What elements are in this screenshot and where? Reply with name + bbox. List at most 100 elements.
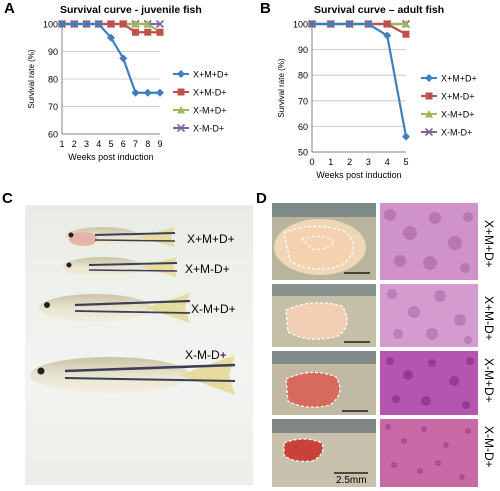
he-histology-4 bbox=[380, 419, 478, 487]
fish-label-4: X-M-D+ bbox=[185, 348, 227, 362]
he-histology-3 bbox=[380, 351, 478, 415]
chart-a-legend-label-0: X+M+D+ bbox=[193, 70, 229, 80]
fish-closeup-2 bbox=[272, 284, 376, 347]
chart-b-legend-marker-0 bbox=[425, 74, 433, 82]
chart-b-legend-label-0: X+M+D+ bbox=[441, 74, 477, 84]
chart-b-legend-marker-3 bbox=[424, 127, 434, 137]
chart-a-point-0-1 bbox=[70, 20, 79, 28]
chart-a-xtick-6: 7 bbox=[133, 139, 138, 149]
chart-a-point-0-2 bbox=[82, 20, 91, 28]
chart-a-point-0-3 bbox=[94, 20, 103, 28]
fish-label-3: X-M+D+ bbox=[191, 302, 236, 316]
fish-photo-panel: X+M+D+ X+M-D+ X-M+D+ X-M-D+ bbox=[25, 205, 253, 485]
chart-a-point-1-7 bbox=[144, 28, 152, 36]
chart-b-legend-marker-1 bbox=[425, 92, 433, 100]
chart-a-legend-marker-1 bbox=[177, 88, 185, 96]
chart-b-series-line-0 bbox=[312, 22, 408, 137]
chart-a-point-3-8 bbox=[155, 19, 165, 29]
chart-b-ytick-2: 70 bbox=[298, 96, 308, 106]
chart-title-a: Survival curve - juvenile fish bbox=[60, 4, 202, 16]
chart-b-xlabel: Weeks post induction bbox=[316, 170, 401, 180]
chart-a-xtick-2: 3 bbox=[84, 139, 89, 149]
chart-b-ytick-0: 50 bbox=[298, 148, 308, 158]
chart-title-b: Survival curve – adult fish bbox=[314, 4, 445, 16]
chart-a-point-0-5 bbox=[119, 54, 128, 63]
chart-a-legend-label-3: X-M-D+ bbox=[193, 124, 224, 134]
chart-a-ytick-2: 80 bbox=[48, 75, 58, 85]
panel-letter-d: D bbox=[256, 190, 267, 207]
chart-a-ylabel: Survival rate (%) bbox=[27, 49, 36, 108]
scale-bar-label: 2.5mm bbox=[336, 475, 367, 486]
chart-b-point-1-5 bbox=[402, 30, 410, 38]
he-histology-2 bbox=[380, 284, 478, 347]
chart-a-point-2-6 bbox=[131, 20, 140, 28]
panel-letter-b: B bbox=[260, 0, 271, 17]
chart-a-legend-label-1: X+M-D+ bbox=[193, 88, 227, 98]
he-label-1: X+M+D+ bbox=[482, 220, 496, 268]
he-label-3: X-M+D+ bbox=[482, 358, 496, 403]
chart-b-point-0-2 bbox=[345, 20, 354, 28]
chart-b-series-line-1 bbox=[312, 22, 407, 36]
fish-4 bbox=[30, 355, 236, 395]
chart-a-point-1-4 bbox=[107, 20, 115, 28]
chart-b-ylabel: Survival rate (%) bbox=[277, 58, 286, 117]
he-histology-1 bbox=[380, 203, 478, 280]
chart-a-point-1-8 bbox=[156, 28, 164, 36]
he-label-4: X-M-D+ bbox=[482, 426, 496, 468]
chart-b-ytick-4: 90 bbox=[298, 45, 308, 55]
chart-a-ytick-1: 70 bbox=[48, 102, 58, 112]
chart-a-point-0-7 bbox=[143, 88, 152, 97]
chart-a-legend-marker-3 bbox=[176, 123, 186, 133]
chart-a-point-2-7 bbox=[143, 20, 152, 28]
chart-b-point-2-5 bbox=[402, 20, 410, 28]
chart-b-xtick-4: 4 bbox=[385, 157, 390, 167]
panel-letter-c: C bbox=[2, 190, 13, 207]
chart-a-point-1-6 bbox=[132, 28, 139, 36]
fish-2 bbox=[63, 257, 178, 277]
chart-b-legend-label-3: X-M-D+ bbox=[441, 128, 472, 138]
chart-b-legend-label-1: X+M-D+ bbox=[441, 92, 475, 102]
chart-b-ytick-1: 60 bbox=[298, 122, 308, 132]
fish-label-2: X+M-D+ bbox=[185, 262, 230, 276]
chart-a-point-0-4 bbox=[107, 33, 115, 42]
panel-letter-a: A bbox=[4, 0, 15, 17]
chart-a-legend-marker-0 bbox=[177, 70, 185, 78]
chart-a-xlabel: Weeks post induction bbox=[68, 152, 153, 162]
fish-closeup-1 bbox=[272, 203, 376, 280]
chart-a-point-0-0 bbox=[58, 20, 66, 28]
chart-b-legend-label-2: X-M+D+ bbox=[441, 110, 475, 120]
chart-a-point-0-6 bbox=[131, 88, 140, 97]
chart-a-xtick-4: 5 bbox=[108, 139, 113, 149]
chart-b-ytick-3: 80 bbox=[298, 71, 308, 81]
fish-3 bbox=[39, 293, 191, 323]
chart-b-ytick-5: 100 bbox=[293, 20, 308, 30]
fish-1 bbox=[65, 227, 176, 247]
fish-closeup-3 bbox=[272, 351, 376, 415]
he-label-2: X+M-D+ bbox=[482, 296, 496, 341]
fish-label-1: X+M+D+ bbox=[187, 232, 235, 246]
chart-b-xtick-2: 2 bbox=[347, 157, 352, 167]
chart-a-legend-marker-2 bbox=[177, 106, 185, 114]
chart-a-ytick-0: 60 bbox=[48, 130, 58, 140]
chart-b-point-0-0 bbox=[308, 20, 316, 28]
chart-a-legend-label-2: X-M+D+ bbox=[193, 106, 227, 116]
chart-a-xtick-0: 1 bbox=[59, 139, 64, 149]
fish-closeup-4: 2.5mm bbox=[272, 419, 376, 487]
chart-b-point-0-5 bbox=[402, 132, 410, 141]
chart-b-xtick-0: 0 bbox=[309, 157, 314, 167]
chart-juvenile: 60 70 80 90 100 1 2 3 4 5 6 7 8 9 Weeks post induction… bbox=[27, 19, 229, 163]
chart-b-point-0-1 bbox=[326, 20, 335, 28]
fish-photo bbox=[30, 227, 236, 395]
chart-a-ytick-4: 100 bbox=[43, 20, 58, 30]
chart-b-legend-marker-2 bbox=[425, 110, 433, 118]
chart-b-xtick-5: 5 bbox=[403, 157, 408, 167]
chart-a-xtick-8: 9 bbox=[157, 139, 162, 149]
chart-b-xtick-1: 1 bbox=[328, 157, 333, 167]
chart-b-point-1-4 bbox=[383, 20, 391, 28]
chart-a-xtick-3: 4 bbox=[96, 139, 101, 149]
chart-b-point-0-4 bbox=[383, 31, 392, 40]
chart-a-ytick-3: 90 bbox=[48, 47, 58, 57]
chart-a-xtick-7: 8 bbox=[145, 139, 150, 149]
chart-b-xtick-3: 3 bbox=[366, 157, 371, 167]
